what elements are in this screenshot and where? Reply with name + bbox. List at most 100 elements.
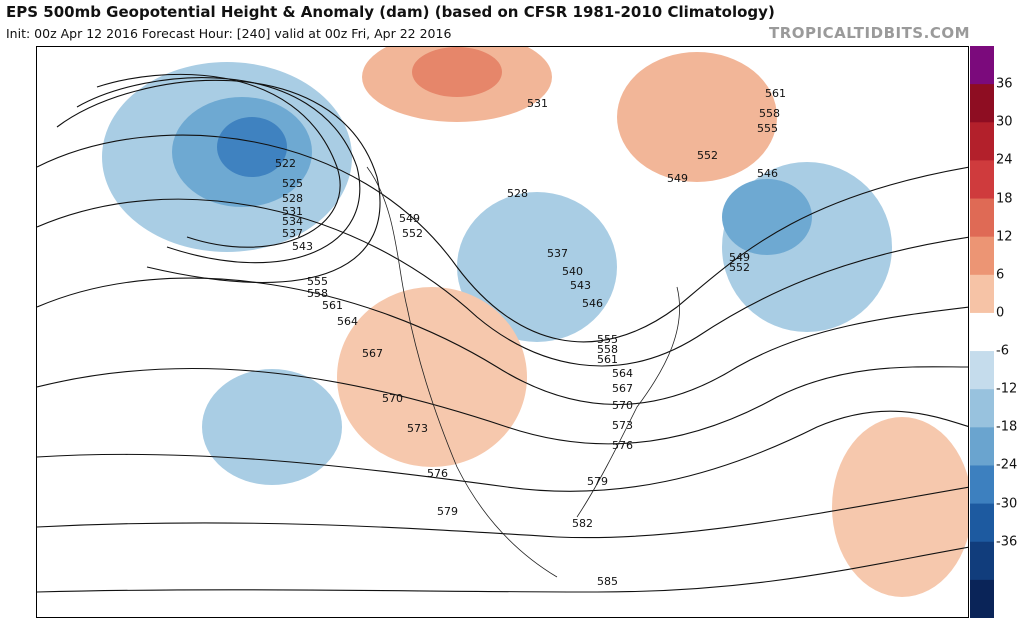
coastline-east (576, 286, 680, 518)
map-panel: 522 525 528 531 534 537 543 549 552 555 558 561 564 5… (36, 46, 969, 618)
contour-line (37, 277, 968, 405)
anomaly-positive-west (337, 287, 527, 467)
colorbar-swatch (970, 46, 994, 85)
colorbar (970, 46, 994, 619)
colorbar-tick-label: 12 (996, 229, 1013, 245)
contour-line (96, 73, 341, 248)
colorbar-svg (970, 46, 994, 619)
colorbar-tick-label: 24 (996, 152, 1013, 168)
contour-label: 582 (572, 517, 593, 530)
anomaly-negative-atlantic-core (722, 179, 812, 255)
colorbar-swatch (970, 84, 994, 123)
colorbar-swatch (970, 198, 994, 238)
contour-label: 549 (399, 212, 420, 225)
anomaly-negative-pacific (202, 369, 342, 485)
contour-label: 528 (282, 192, 303, 205)
contour-line (37, 198, 968, 367)
colorbar-swatch (970, 274, 994, 314)
anomaly-fills (102, 47, 968, 597)
contour-label: 561 (597, 353, 618, 366)
contour-label: 567 (612, 382, 633, 395)
contour-label: 543 (292, 240, 313, 253)
map-svg: 5225255285315345375435495525555585615645… (37, 47, 968, 597)
colorbar-swatch (970, 579, 994, 619)
colorbar-tick-label: 0 (996, 305, 1005, 321)
contour-label: 555 (307, 275, 328, 288)
colorbar-tick-label: 30 (996, 114, 1013, 130)
colorbar-tick-label: 18 (996, 191, 1013, 207)
height-contours (37, 73, 968, 593)
watermark: TROPICALTIDBITS.COM (769, 24, 970, 42)
contour-label: 579 (587, 475, 608, 488)
coastline (366, 166, 680, 578)
colorbar-swatch (970, 122, 994, 161)
contour-label: 549 (667, 172, 688, 185)
anomaly-negative-gulf-of-alaska-inner (217, 117, 287, 177)
colorbar-swatch (970, 427, 994, 466)
contour-label: 555 (597, 333, 618, 346)
colorbar-swatch (970, 160, 994, 200)
colorbar-tick-label: -12 (996, 381, 1018, 397)
map-title: EPS 500mb Geopotential Height & Anomaly … (6, 3, 775, 21)
contour-label: 576 (427, 467, 448, 480)
contour-line (37, 546, 968, 593)
contour-label: 567 (362, 347, 383, 360)
contour-label: 549 (729, 251, 750, 264)
contour-label: 522 (275, 157, 296, 170)
colorbar-tick-label: 36 (996, 76, 1013, 92)
contour-line (56, 79, 381, 284)
contour-label: 573 (612, 419, 633, 432)
contour-label: 540 (562, 265, 583, 278)
contour-label: 528 (507, 187, 528, 200)
contour-label: 558 (759, 107, 780, 120)
contour-label: 525 (282, 177, 303, 190)
coastline-west (366, 166, 558, 578)
colorbar-swatch (970, 312, 994, 352)
contour-label: 552 (402, 227, 423, 240)
anomaly-positive-arctic-core (412, 47, 502, 97)
colorbar-swatch (970, 465, 994, 505)
contour-label: 546 (757, 167, 778, 180)
contour-label: 531 (282, 205, 303, 218)
contour-label: 543 (570, 279, 591, 292)
colorbar-swatch (970, 351, 994, 390)
contour-label: 564 (337, 315, 358, 328)
anomaly-positive-southeast (832, 417, 968, 597)
contour-line (37, 410, 968, 492)
contour-line (37, 486, 968, 539)
contour-label: 579 (437, 505, 458, 518)
colorbar-tick-label: -18 (996, 419, 1018, 435)
contour-label: 555 (757, 122, 778, 135)
contour-label: 573 (407, 422, 428, 435)
contour-label: 552 (729, 261, 750, 274)
contour-label: 561 (322, 299, 343, 312)
anomaly-positive-greenland (617, 52, 777, 182)
colorbar-swatch (970, 389, 994, 428)
colorbar-swatch (970, 236, 994, 276)
contour-label: 558 (307, 287, 328, 300)
contour-label: 570 (612, 399, 633, 412)
contour-label: 546 (582, 297, 603, 310)
anomaly-negative-hudson (457, 192, 617, 342)
contour-label: 585 (597, 575, 618, 588)
colorbar-tick-label: -36 (996, 534, 1018, 550)
colorbar-tick-label: -24 (996, 457, 1018, 473)
contour-line (76, 77, 361, 264)
contour-label: 531 (527, 97, 548, 110)
colorbar-tick-label: -6 (996, 343, 1009, 359)
contour-label: 537 (547, 247, 568, 260)
contour-label: 558 (597, 343, 618, 356)
colorbar-tick-label: 6 (996, 267, 1005, 283)
contour-line (37, 134, 968, 343)
contour-line (37, 366, 968, 445)
contour-label: 564 (612, 367, 633, 380)
contour-label: 561 (765, 87, 786, 100)
map-subtitle: Init: 00z Apr 12 2016 Forecast Hour: [24… (6, 26, 452, 41)
colorbar-swatch (970, 503, 994, 543)
contour-label: 552 (697, 149, 718, 162)
colorbar-tick-label: -30 (996, 496, 1018, 512)
contour-label: 576 (612, 439, 633, 452)
contour-label: 537 (282, 227, 303, 240)
contour-label: 534 (282, 215, 303, 228)
contour-label: 570 (382, 392, 403, 405)
